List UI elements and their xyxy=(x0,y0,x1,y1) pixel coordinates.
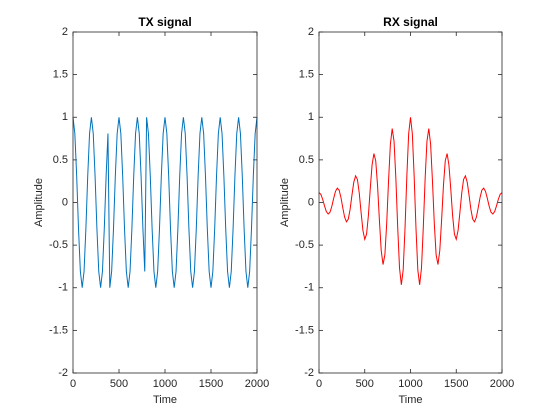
y-tick-label: 2 xyxy=(308,26,314,38)
y-tick-label: -1 xyxy=(58,282,68,294)
x-tick-label: 1000 xyxy=(153,378,177,390)
x-tick-label: 2000 xyxy=(245,378,269,390)
y-tick-label: 1.5 xyxy=(299,69,314,81)
x-tick-label: 1500 xyxy=(444,378,468,390)
axes-background xyxy=(319,32,502,373)
y-tick-label: -0.5 xyxy=(49,239,68,251)
x-tick-label: 1500 xyxy=(199,378,223,390)
y-tick-label: 1 xyxy=(62,111,68,123)
x-axis-label: Time xyxy=(153,394,177,406)
y-tick-label: -0.5 xyxy=(295,239,314,251)
y-tick-label: 1.5 xyxy=(53,69,68,81)
x-tick-label: 500 xyxy=(356,378,374,390)
y-tick-label: -1.5 xyxy=(295,324,314,336)
x-axis-label: Time xyxy=(398,394,422,406)
y-tick-label: -2 xyxy=(58,367,68,379)
x-tick-label: 2000 xyxy=(490,378,514,390)
y-tick-label: 0.5 xyxy=(53,154,68,166)
signal-line xyxy=(72,117,258,288)
axes-background xyxy=(73,32,257,373)
y-axis-label: Amplitude xyxy=(279,178,291,227)
y-tick-label: -1.5 xyxy=(49,324,68,336)
y-tick-label: 0 xyxy=(62,196,68,208)
y-axis-label: Amplitude xyxy=(33,178,45,227)
x-tick-label: 0 xyxy=(70,378,76,390)
axes-box xyxy=(72,31,258,374)
y-tick-label: 2 xyxy=(62,26,68,38)
y-tick-label: 1 xyxy=(308,111,314,123)
y-tick-label: -2 xyxy=(304,367,314,379)
y-tick-label: 0.5 xyxy=(299,154,314,166)
y-tick-label: -1 xyxy=(304,282,314,294)
x-tick-label: 1000 xyxy=(398,378,422,390)
signal-line xyxy=(318,117,503,285)
x-tick-label: 0 xyxy=(316,378,322,390)
axes-box xyxy=(318,31,503,374)
y-tick-label: 0 xyxy=(308,196,314,208)
x-tick-label: 500 xyxy=(110,378,128,390)
chart-title: RX signal xyxy=(383,15,438,29)
chart-title: TX signal xyxy=(138,15,191,29)
